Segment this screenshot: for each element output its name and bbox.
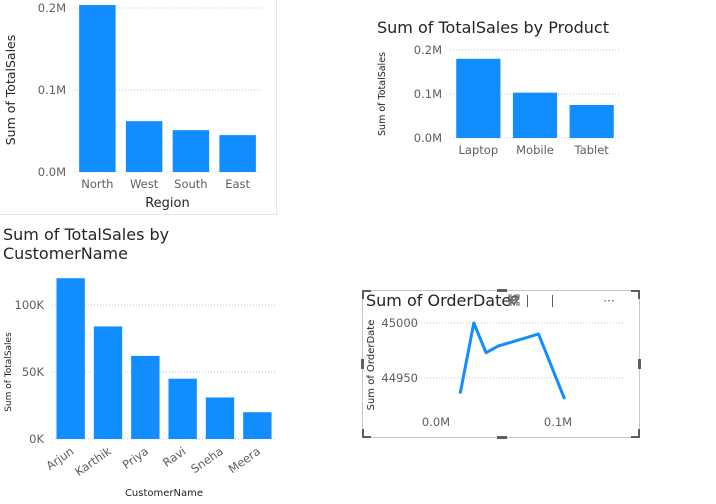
x-axis-title: Region	[145, 196, 190, 211]
x-tick-label: Meera	[226, 444, 263, 476]
more-options-icon[interactable]: ···	[603, 294, 615, 308]
bar-priya	[131, 355, 160, 439]
y-tick-label: 44950	[381, 371, 418, 385]
visual-header-toolbar: ···	[507, 294, 616, 308]
x-tick-label: Ravi	[160, 444, 188, 470]
x-tick-label: East	[225, 177, 250, 191]
x-tick-label: Arjun	[43, 444, 76, 473]
resize-corner-bottom-left[interactable]	[362, 429, 371, 438]
x-tick-label: Mobile	[516, 143, 554, 157]
resize-corner-top-right[interactable]	[631, 290, 640, 299]
region-bar-chart-svg: 0.0M 0.1M 0.2M North West South East Region Sum …	[3, 1, 261, 211]
bar-north	[79, 5, 116, 172]
y-axis-title: Sum of TotalSales	[377, 52, 388, 136]
x-tick-label: Karthik	[72, 444, 114, 479]
x-tick-label: Sneha	[188, 444, 226, 476]
y-tick-label: 0K	[29, 432, 44, 446]
bar-meera	[243, 412, 272, 439]
series-line	[458, 321, 566, 400]
y-tick-label: 0.0M	[414, 131, 442, 145]
orderdate-line-chart-svg: 44950 45000 0.0M 0.1M Sum of OrderDate	[366, 316, 624, 429]
product-sales-chart[interactable]: Sum of TotalSales by Product 0.0M 0.1M 0.2…	[372, 14, 652, 164]
y-tick-label: 100K	[15, 298, 45, 312]
x-tick-label: Tablet	[574, 143, 610, 157]
y-tick-label: 0.1M	[414, 87, 442, 101]
y-tick-label: 0.0M	[38, 165, 66, 179]
y-tick-label: 0.2M	[38, 1, 66, 15]
x-tick-label: 0.1M	[544, 415, 572, 429]
bar-east	[219, 135, 256, 172]
resize-handle-left[interactable]	[361, 359, 364, 369]
bar-ravi	[168, 378, 197, 439]
chart-title: Sum of OrderDate	[366, 291, 512, 310]
bar-mobile	[512, 92, 558, 138]
bar-karthik	[93, 326, 123, 439]
resize-handle-right[interactable]	[638, 359, 641, 369]
x-tick-label: South	[174, 177, 207, 191]
chart-title: Sum of TotalSales by CustomerName	[3, 225, 170, 263]
bar-west	[125, 121, 163, 172]
x-tick-label: 0.0M	[422, 415, 450, 429]
product-bar-chart-svg: 0.0M 0.1M 0.2M Laptop Mobile Tablet Sum of Tot…	[377, 43, 620, 157]
resize-handle-bottom[interactable]	[497, 436, 507, 439]
y-tick-label: 0.1M	[38, 83, 66, 97]
y-axis-title: Sum of OrderDate	[366, 320, 377, 411]
y-axis-title: Sum of TotalSales	[4, 332, 14, 412]
y-tick-label: 45000	[381, 316, 418, 330]
x-tick-label: West	[130, 177, 159, 191]
x-tick-label: North	[81, 177, 113, 191]
chart-title: Sum of TotalSales by Product	[377, 18, 609, 37]
bar-tablet	[569, 105, 614, 138]
bar-sneha	[205, 397, 235, 439]
bar-laptop	[456, 58, 501, 138]
y-axis-title: Sum of TotalSales	[3, 35, 18, 146]
y-tick-label: 50K	[22, 365, 45, 379]
resize-corner-bottom-right[interactable]	[631, 429, 640, 438]
focus-mode-icon[interactable]	[508, 294, 591, 308]
resize-handle-top[interactable]	[497, 289, 507, 292]
selection-frame	[361, 289, 641, 439]
orderdate-line-chart[interactable]: Sum of OrderDate ··· 44950 45000 0.0M 0.1M S…	[361, 289, 641, 439]
bar-south	[172, 130, 210, 172]
x-tick-label: Priya	[120, 444, 151, 472]
region-sales-chart[interactable]: 0.0M 0.1M 0.2M North West South East Region Sum …	[0, 0, 277, 215]
bar-arjun	[56, 278, 85, 439]
toolbar-separator	[552, 295, 553, 307]
toolbar-separator	[527, 295, 528, 307]
y-tick-label: 0.2M	[414, 43, 442, 57]
x-axis-title: CustomerName	[125, 488, 203, 499]
x-tick-label: Laptop	[459, 143, 499, 157]
customer-sales-chart[interactable]: Sum of TotalSales by CustomerName 0K 50K 1…	[0, 224, 290, 504]
resize-corner-top-left[interactable]	[362, 290, 371, 299]
